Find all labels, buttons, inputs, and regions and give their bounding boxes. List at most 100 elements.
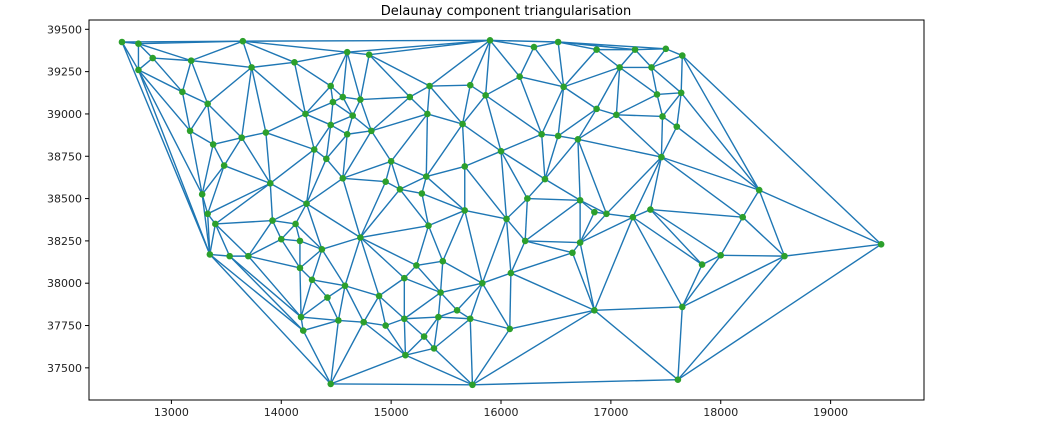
data-point — [396, 185, 404, 193]
data-point — [459, 120, 466, 128]
triangle-edge — [311, 279, 346, 287]
triangle-edge — [300, 297, 328, 318]
triangle-edge — [650, 67, 658, 95]
data-point — [303, 200, 310, 207]
data-point — [382, 178, 389, 185]
triangulation-edges — [121, 39, 882, 386]
data-point — [560, 83, 567, 91]
triangle-edge — [563, 66, 620, 88]
triangle-edge — [461, 85, 471, 125]
triangle-edge — [427, 113, 463, 125]
triangle-edge — [681, 55, 882, 245]
data-point — [206, 251, 214, 258]
triangle-edge — [425, 123, 464, 177]
data-point — [368, 127, 375, 135]
data-point — [424, 110, 431, 118]
data-point — [507, 269, 515, 277]
data-point — [678, 303, 686, 311]
triangle-edge — [506, 198, 528, 220]
x-tick-label: 14000 — [264, 406, 299, 419]
triangle-edge — [632, 156, 663, 218]
triangle-edge — [464, 150, 502, 168]
triangle-edge — [304, 85, 332, 115]
triangle-edge — [469, 40, 491, 86]
triangle-edge — [464, 210, 484, 284]
triangle-edge — [295, 223, 323, 250]
data-point — [262, 129, 270, 136]
triangle-edge — [433, 318, 471, 349]
triangle-edge — [347, 130, 372, 135]
triangle-edge — [121, 41, 211, 255]
triangle-edge — [593, 309, 679, 381]
triangle-edge — [415, 225, 430, 266]
triangle-edge — [519, 76, 543, 135]
data-point — [662, 45, 670, 53]
triangle-edge — [207, 66, 253, 105]
triangle-edge — [649, 156, 663, 210]
triangle-edge — [425, 176, 466, 211]
data-point — [593, 105, 600, 113]
x-tick-label: 13000 — [154, 406, 189, 419]
data-point — [329, 98, 337, 106]
triangle-edge — [330, 51, 348, 87]
triangle-edge — [242, 40, 253, 68]
triangle-edge — [541, 86, 565, 135]
triangle-edge — [300, 316, 339, 322]
triangle-edge — [137, 69, 203, 195]
data-point — [631, 46, 639, 53]
data-point — [401, 315, 408, 323]
triangle-edge — [403, 318, 407, 356]
triangle-edge — [489, 39, 535, 48]
data-point — [486, 37, 494, 44]
triangle-edge — [247, 238, 282, 257]
triangle-edge — [676, 92, 682, 127]
triangle-edge — [616, 114, 663, 118]
data-point — [302, 110, 309, 118]
triangle-edge — [579, 216, 634, 244]
data-point — [318, 246, 326, 253]
triangle-edge — [242, 40, 295, 63]
triangle-edge — [305, 158, 327, 204]
triangle-edge — [427, 225, 444, 262]
triangle-edge — [390, 161, 401, 190]
triangle-edge — [619, 66, 658, 96]
triangle-edge — [181, 60, 192, 93]
triangle-edge — [421, 193, 430, 226]
triangle-edge — [500, 150, 528, 199]
triangle-edge — [399, 188, 430, 227]
triangle-edge — [359, 54, 370, 100]
triangle-edge — [212, 144, 225, 166]
triangle-edge — [651, 66, 682, 94]
data-point — [135, 40, 142, 47]
y-tick-label: 39500 — [47, 23, 82, 36]
triangle-edge — [182, 91, 208, 105]
triangle-edge — [399, 175, 427, 190]
triangle-edge — [305, 149, 315, 204]
triangle-edge — [251, 61, 295, 69]
triangle-edge — [563, 86, 597, 110]
data-point — [603, 210, 610, 218]
triangle-edge — [577, 139, 608, 215]
triangle-edge — [524, 199, 581, 242]
triangle-edge — [206, 213, 211, 255]
data-point — [418, 190, 426, 197]
data-point — [530, 43, 538, 51]
data-point — [593, 46, 600, 53]
triangle-edge — [206, 103, 214, 145]
triangle-edge — [650, 208, 743, 218]
data-point — [503, 215, 510, 223]
triangle-edge — [359, 236, 405, 279]
data-point — [339, 93, 347, 101]
data-point — [538, 130, 545, 138]
triangle-edge — [681, 254, 722, 308]
triangle-edge — [469, 282, 483, 319]
data-point — [212, 220, 219, 228]
triangle-edge — [360, 236, 417, 267]
triangle-edge — [563, 49, 598, 88]
triangle-edge — [209, 253, 332, 385]
triangle-edge — [758, 189, 786, 257]
triangle-edge — [325, 158, 344, 179]
triangle-edge — [360, 224, 429, 239]
data-point — [781, 252, 788, 260]
